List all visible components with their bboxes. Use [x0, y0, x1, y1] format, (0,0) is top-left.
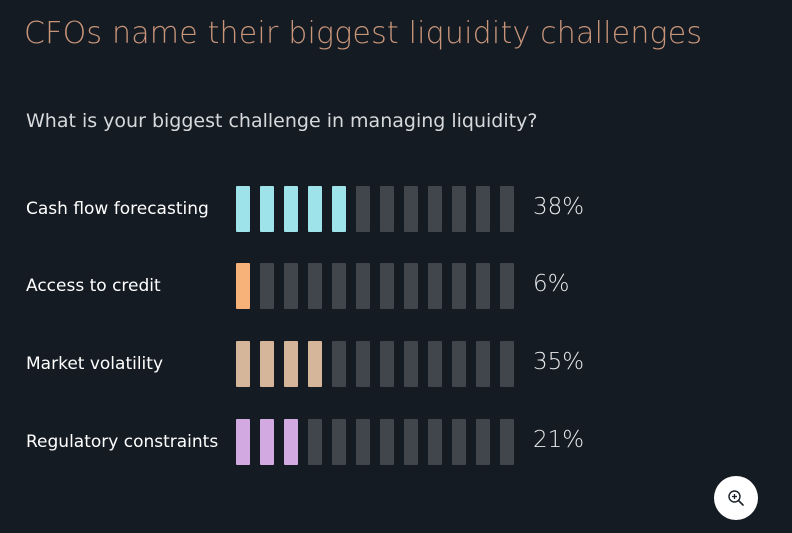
bar-segment-empty	[452, 263, 466, 309]
bar-segment-empty	[356, 419, 370, 465]
bar-segment-filled	[260, 186, 274, 232]
bar-segment-filled	[236, 263, 250, 309]
bar-segment-empty	[284, 263, 298, 309]
bar-segment-filled	[308, 341, 322, 387]
bar-segment-empty	[476, 341, 490, 387]
bar-segment-empty	[260, 263, 274, 309]
bar-segment-filled	[260, 341, 274, 387]
bar-segment-empty	[356, 341, 370, 387]
value-label: 6%	[533, 271, 570, 297]
bar-segment-empty	[380, 263, 394, 309]
category-label: Regulatory constraints	[26, 432, 219, 452]
bar-segment-empty	[452, 341, 466, 387]
zoom-in-icon	[728, 490, 744, 506]
bar-segment-empty	[452, 186, 466, 232]
bar-segment-empty	[356, 263, 370, 309]
bar-segment-empty	[404, 186, 418, 232]
bar-segment-empty	[380, 419, 394, 465]
bar-segment-filled	[236, 341, 250, 387]
bar-segment-empty	[356, 186, 370, 232]
zoom-button[interactable]	[714, 476, 758, 520]
chart-row: Cash flow forecasting 38%	[0, 186, 792, 232]
bar-segment-empty	[404, 263, 418, 309]
bar-segment-filled	[332, 186, 346, 232]
bar-segment-empty	[500, 186, 514, 232]
category-label: Access to credit	[26, 276, 161, 296]
bar-segment-empty	[428, 419, 442, 465]
bar-segment-empty	[380, 341, 394, 387]
bar-segment-empty	[500, 263, 514, 309]
bar-segment-filled	[284, 341, 298, 387]
bar-segment-empty	[308, 263, 322, 309]
bar-segment-filled	[260, 419, 274, 465]
bar-segment-empty	[380, 186, 394, 232]
chart-row: Market volatility 35%	[0, 341, 792, 387]
bar-segment-empty	[332, 419, 346, 465]
bar-segment-empty	[476, 186, 490, 232]
survey-question: What is your biggest challenge in managi…	[26, 110, 538, 132]
value-label: 21%	[533, 427, 585, 453]
bar-segment-empty	[428, 341, 442, 387]
bar-segment-filled	[308, 186, 322, 232]
bar-segment-filled	[284, 419, 298, 465]
category-label: Market volatility	[26, 354, 164, 374]
bar-segment-empty	[332, 341, 346, 387]
value-label: 35%	[533, 349, 585, 375]
bar-segment-empty	[500, 341, 514, 387]
bar-segment-empty	[476, 263, 490, 309]
bar-segment-empty	[428, 263, 442, 309]
bar-segment-filled	[236, 186, 250, 232]
bar-segment-empty	[452, 419, 466, 465]
bar-segment-empty	[404, 341, 418, 387]
bar-segment-empty	[476, 419, 490, 465]
bar-segment-empty	[404, 419, 418, 465]
chart-row: Access to credit 6%	[0, 263, 792, 309]
chart-title: CFOs name their biggest liquidity challe…	[24, 16, 703, 51]
bar-segment-empty	[308, 419, 322, 465]
bar-segment-empty	[500, 419, 514, 465]
chart-row: Regulatory constraints 21%	[0, 419, 792, 465]
bar-segment-filled	[236, 419, 250, 465]
bar-segment-filled	[284, 186, 298, 232]
bar-segment-empty	[332, 263, 346, 309]
bar-segment-empty	[428, 186, 442, 232]
category-label: Cash flow forecasting	[26, 199, 209, 219]
value-label: 38%	[533, 194, 585, 220]
